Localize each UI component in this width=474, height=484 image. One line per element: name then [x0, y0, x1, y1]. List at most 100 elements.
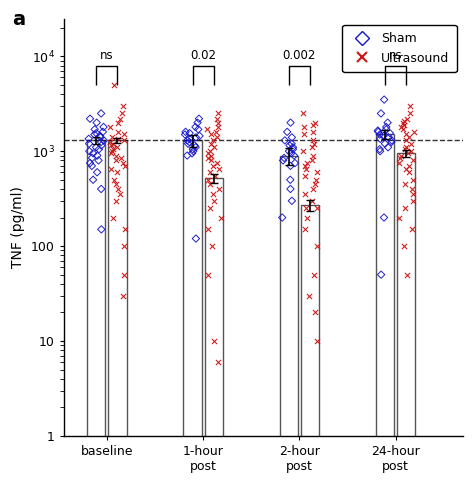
- Point: [301, 226, 309, 233]
- Point: [96, 132, 104, 140]
- Point: [86, 115, 94, 122]
- Point: [280, 154, 288, 162]
- Point: [110, 81, 118, 89]
- Point: [305, 292, 312, 300]
- Point: [310, 128, 317, 136]
- Point: [185, 138, 193, 146]
- Point: [313, 204, 321, 212]
- Point: [380, 132, 387, 140]
- Point: [287, 150, 295, 157]
- Point: [88, 154, 96, 162]
- Point: [182, 128, 189, 136]
- Bar: [205, 178, 223, 484]
- Point: [206, 204, 214, 212]
- Point: [112, 151, 120, 159]
- Point: [376, 145, 383, 153]
- Point: [374, 127, 382, 135]
- Point: [120, 136, 128, 144]
- Point: [386, 129, 393, 137]
- Point: [120, 271, 128, 278]
- Point: [406, 102, 413, 110]
- Point: [114, 119, 122, 126]
- Point: [377, 271, 385, 278]
- Point: [214, 119, 222, 126]
- Point: [206, 168, 213, 176]
- Point: [97, 185, 105, 193]
- Point: [301, 162, 309, 170]
- Bar: [376, 135, 394, 484]
- Point: [405, 134, 413, 141]
- Point: [402, 143, 410, 151]
- Point: [203, 125, 211, 133]
- Point: [114, 185, 122, 193]
- Point: [399, 125, 407, 133]
- Point: [205, 150, 212, 157]
- Point: [405, 168, 413, 176]
- Point: [210, 143, 218, 151]
- Point: [90, 150, 97, 157]
- Point: [213, 115, 221, 122]
- Point: [286, 176, 294, 183]
- Point: [119, 159, 127, 167]
- Point: [377, 109, 385, 117]
- Point: [376, 147, 384, 155]
- Point: [278, 213, 286, 221]
- Point: [109, 213, 117, 221]
- Point: [288, 197, 296, 205]
- Point: [207, 151, 214, 159]
- Point: [114, 128, 122, 136]
- Point: [118, 109, 126, 117]
- Point: [117, 154, 125, 162]
- Point: [214, 109, 221, 117]
- Point: [407, 109, 414, 117]
- Point: [288, 134, 296, 141]
- Point: [376, 135, 384, 143]
- Point: [183, 151, 191, 159]
- Point: [309, 185, 317, 193]
- Point: [286, 142, 293, 150]
- Point: [397, 123, 405, 131]
- Point: [395, 213, 403, 221]
- Bar: [109, 140, 127, 484]
- Point: [408, 147, 415, 155]
- Point: [310, 121, 317, 129]
- Point: [396, 154, 404, 162]
- Point: [98, 142, 105, 150]
- Point: [410, 128, 418, 136]
- Point: [405, 162, 412, 170]
- Point: [213, 159, 220, 167]
- Point: [108, 150, 115, 157]
- Point: [211, 172, 219, 180]
- Point: [313, 337, 320, 345]
- Point: [107, 123, 114, 131]
- Point: [285, 147, 293, 155]
- Point: [408, 185, 416, 193]
- Point: [215, 165, 222, 173]
- Point: [218, 213, 225, 221]
- Point: [204, 154, 211, 162]
- Point: [121, 226, 128, 233]
- Point: [204, 226, 211, 233]
- Point: [410, 191, 417, 198]
- Point: [401, 145, 409, 153]
- Point: [289, 143, 297, 151]
- Point: [309, 136, 317, 144]
- Point: [113, 168, 121, 176]
- Point: [283, 128, 291, 136]
- Point: [186, 135, 193, 143]
- Point: [97, 109, 105, 117]
- Point: [409, 176, 417, 183]
- Point: [212, 128, 220, 136]
- Y-axis label: TNF (pg/ml): TNF (pg/ml): [11, 186, 25, 268]
- Point: [95, 156, 102, 164]
- Point: [301, 191, 309, 198]
- Point: [210, 197, 218, 205]
- Point: [291, 159, 299, 167]
- Point: [192, 235, 200, 242]
- Text: ns: ns: [389, 49, 402, 62]
- Point: [89, 176, 97, 183]
- Point: [290, 151, 298, 159]
- Point: [109, 145, 117, 153]
- Point: [116, 191, 123, 198]
- Point: [196, 132, 203, 140]
